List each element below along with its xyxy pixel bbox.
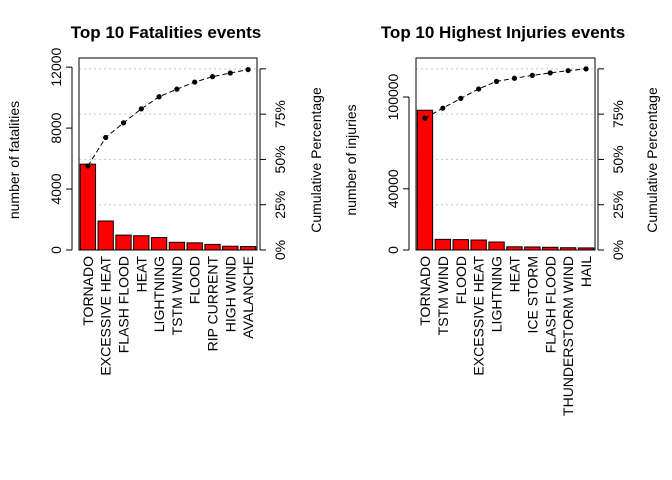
fatalities-y-tick-label: 4000 [48,173,64,204]
fatalities-bar [168,241,186,251]
fatalities-category-label: FLOOD [187,256,203,304]
injuries-chart-panel: Top 10 Highest Injuries events number of… [343,23,660,416]
injuries-cumulative-point [529,72,535,78]
fatalities-cumulative-point [245,66,251,73]
injuries-category-label: THUNDERSTORM WIND [560,256,576,416]
fatalities-cumulative-point [209,74,216,80]
injuries-y2-tick-label: 0% [610,240,626,260]
fatalities-y2-tick-label: 0% [272,240,288,260]
injuries-category-label: FLOOD [453,256,469,304]
injuries-cumulative-point [422,115,428,121]
injuries-cumulative-point [565,68,571,74]
injuries-cumulative-point [511,75,518,81]
fatalities-y-tick-label: 8000 [48,112,64,143]
fatalities-cumulative-point [85,163,91,169]
injuries-chart-title: Top 10 Highest Injuries events [381,23,625,42]
injuries-bar [434,238,452,251]
fatalities-category-label: FLASH FLOOD [116,256,132,353]
injuries-category-label: HAIL [578,256,594,287]
injuries-cumulative-point [493,78,500,84]
fatalities-cumulative-point [227,70,233,76]
injuries-cumulative-point [583,66,589,72]
fatalities-chart-title: Top 10 Fatalities events [71,23,262,42]
fatalities-bar [97,220,114,251]
fatalities-bar [239,246,257,251]
fatalities-cumulative-point [138,106,144,112]
fatalities-bar [150,237,168,251]
injuries-cumulative-point [476,86,482,92]
fatalities-cumulative-line [87,69,249,167]
fatalities-chart-panel: Top 10 Fatalities events number of fatal… [6,23,324,376]
fatalities-y2-tick-label: 50% [272,145,288,173]
injuries-cumulative-point [547,70,553,76]
fatalities-category-label: LIGHTNING [151,256,167,332]
fatalities-bar [79,163,97,251]
fatalities-category-label: TSTM WIND [169,256,185,335]
injuries-cumulative-point [458,95,464,101]
injuries-category-label: EXCESSIVE HEAT [471,256,487,376]
injuries-y-axis-label: number of injuries [343,104,359,215]
injuries-category-label: ICE STORM [524,256,540,334]
injuries-y2-axis-label: Cumulative Percentage [644,87,660,233]
fatalities-y-axis-label: number of fatalities [6,101,22,219]
injuries-category-label: HEAT [506,256,522,293]
fatalities-bar [204,243,221,251]
fatalities-cumulative-point [174,86,180,92]
injuries-bar [488,241,505,251]
injuries-y2-tick-label: 75% [610,100,626,128]
injuries-bar [524,246,541,251]
fatalities-plot-frame [78,57,258,251]
injuries-bar [416,109,434,251]
injuries-cumulative-point [440,105,446,111]
fatalities-cumulative-point [192,79,198,85]
fatalities-bar [133,235,150,251]
injuries-category-label: LIGHTNING [489,256,505,332]
injuries-y2-tick-label: 25% [610,191,626,219]
fatalities-category-label: RIP CURRENT [205,256,221,352]
injuries-y-tick-label: 40000 [385,169,401,208]
fatalities-y2-tick-label: 25% [272,191,288,219]
fatalities-category-label: EXCESSIVE HEAT [98,256,114,376]
fatalities-cumulative-point [103,134,109,141]
injuries-bar [470,239,487,251]
injuries-bar [577,247,595,251]
fatalities-y2-axis-label: Cumulative Percentage [308,87,324,233]
fatalities-cumulative-point [156,94,162,100]
injuries-category-label: FLASH FLOOD [542,256,558,353]
fatalities-category-label: TORNADO [80,256,96,326]
fatalities-y2-tick-label: 75% [272,100,288,128]
injuries-y-tick-label: 0 [385,246,401,254]
fatalities-category-label: HIGH WIND [222,256,238,332]
injuries-cumulative-line [424,68,587,119]
injuries-category-label: TSTM WIND [435,256,451,335]
injuries-category-label: TORNADO [417,256,433,326]
fatalities-bar [186,242,203,251]
injuries-bar [542,246,559,251]
fatalities-category-label: HEAT [133,256,149,293]
injuries-y-tick-label: 100000 [385,73,401,120]
injuries-y2-tick-label: 50% [610,145,626,173]
injuries-bar [452,239,469,251]
fatalities-bar [115,234,132,251]
injuries-bar [506,246,523,251]
injuries-plot-frame [415,57,596,251]
fatalities-y-tick-label: 0 [48,246,64,254]
fatalities-bar [222,245,239,251]
fatalities-y-tick-label: 12000 [48,47,64,86]
fatalities-cumulative-point [120,120,127,126]
injuries-bar [559,247,577,251]
fatalities-category-label: AVALANCHE [240,256,256,339]
